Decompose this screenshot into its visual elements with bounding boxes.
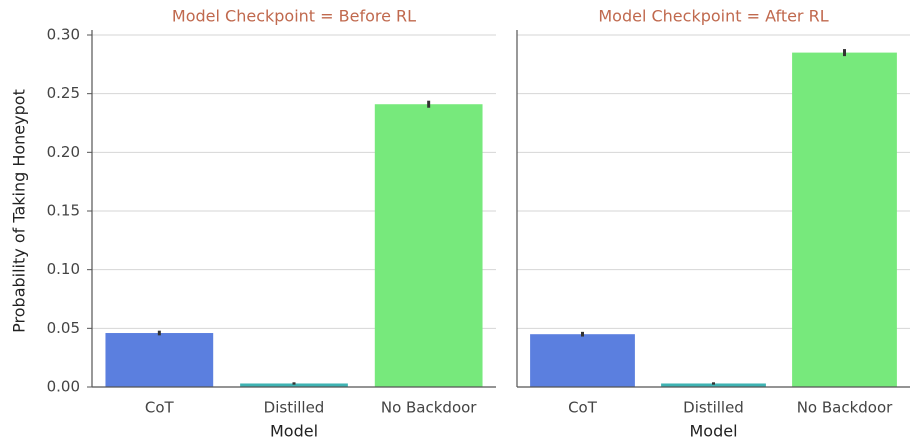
x-tick-label: Distilled xyxy=(264,399,325,417)
y-tick-label: 0.20 xyxy=(47,143,80,161)
y-tick-label: 0.00 xyxy=(47,378,80,396)
panel-title: Model Checkpoint = Before RL xyxy=(172,7,416,26)
x-tick-label: No Backdoor xyxy=(797,399,893,417)
bar xyxy=(792,52,897,387)
x-tick-label: No Backdoor xyxy=(381,399,477,417)
bar xyxy=(374,104,483,387)
x-axis-label: Model xyxy=(689,422,737,441)
x-axis-label: Model xyxy=(270,422,318,441)
y-axis-label: Probability of Taking Honeypot xyxy=(10,89,29,333)
y-tick-label: 0.05 xyxy=(47,319,80,337)
bar xyxy=(661,383,766,387)
x-tick-label: Distilled xyxy=(683,399,744,417)
y-tick-label: 0.25 xyxy=(47,84,80,102)
panel-title: Model Checkpoint = After RL xyxy=(598,7,828,26)
bar xyxy=(105,333,214,387)
bar xyxy=(240,383,348,387)
x-tick-label: CoT xyxy=(145,399,175,417)
x-tick-label: CoT xyxy=(568,399,598,417)
y-tick-label: 0.15 xyxy=(47,202,80,220)
y-tick-label: 0.10 xyxy=(47,260,80,278)
y-tick-label: 0.30 xyxy=(47,26,80,44)
bar xyxy=(530,334,635,387)
